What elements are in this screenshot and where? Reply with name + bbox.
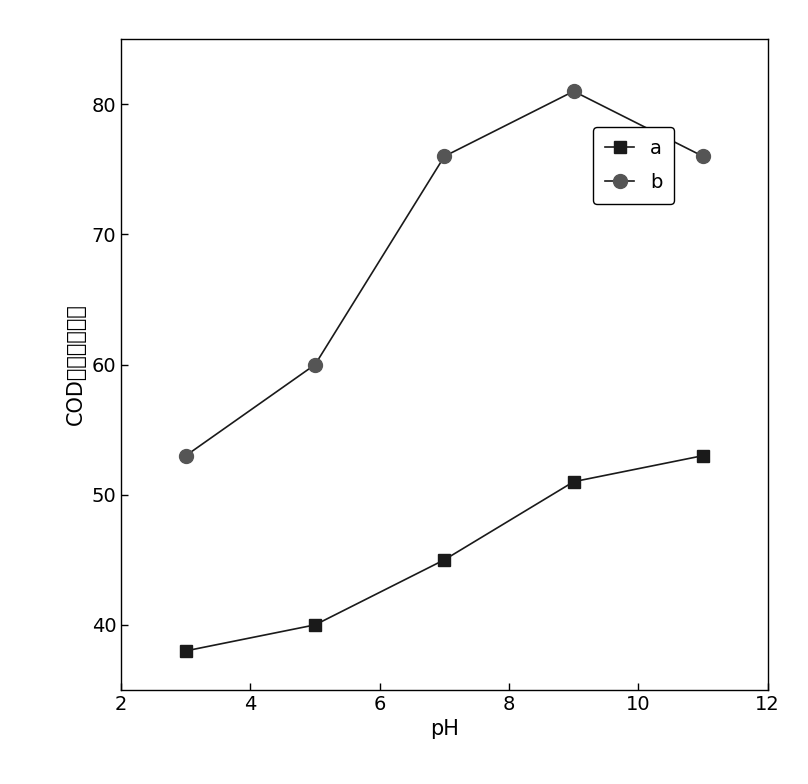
b xyxy=(310,360,320,369)
a xyxy=(310,620,320,630)
Line: a: a xyxy=(180,450,709,656)
X-axis label: pH: pH xyxy=(430,720,459,739)
b xyxy=(440,151,449,161)
Legend: a, b: a, b xyxy=(593,127,674,204)
a xyxy=(569,477,579,486)
b xyxy=(698,151,708,161)
Y-axis label: COD去除率（％）: COD去除率（％） xyxy=(66,303,86,426)
a xyxy=(698,451,708,460)
Line: b: b xyxy=(179,85,710,463)
b xyxy=(181,451,191,460)
a xyxy=(440,555,449,564)
a xyxy=(181,646,191,655)
b xyxy=(569,86,579,96)
